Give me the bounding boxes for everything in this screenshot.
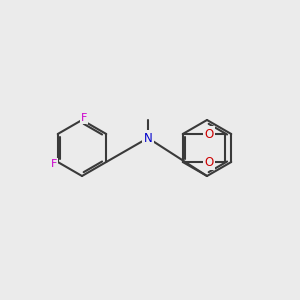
- Text: O: O: [204, 128, 213, 140]
- Text: F: F: [51, 159, 57, 169]
- Text: F: F: [81, 113, 87, 123]
- Text: N: N: [144, 131, 152, 145]
- Text: O: O: [204, 155, 213, 169]
